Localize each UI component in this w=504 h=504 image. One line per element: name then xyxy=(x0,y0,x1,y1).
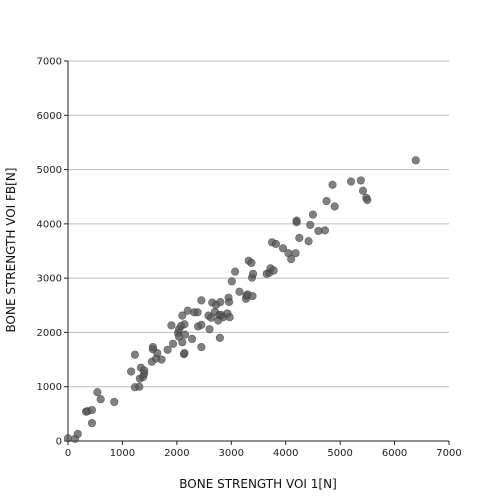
data-point xyxy=(63,434,73,443)
data-point xyxy=(322,196,331,206)
data-points xyxy=(63,156,420,443)
data-point xyxy=(363,195,372,205)
y-tick-label: 1000 xyxy=(37,382,62,393)
x-tick-label: 0 xyxy=(65,448,71,459)
data-point xyxy=(248,291,257,301)
data-point xyxy=(320,226,330,235)
data-point xyxy=(287,255,296,264)
data-point xyxy=(73,429,82,439)
data-point xyxy=(292,216,301,225)
data-point xyxy=(248,269,258,278)
data-point xyxy=(87,405,97,415)
data-point xyxy=(304,237,313,246)
data-point xyxy=(127,367,136,376)
y-axis-label: BONE STRENGTH VOI FB[N] xyxy=(4,168,18,333)
y-tick-label: 0 xyxy=(56,437,62,448)
data-point xyxy=(356,176,365,185)
data-point xyxy=(295,233,304,243)
data-point xyxy=(178,338,187,347)
x-tick-label: 5000 xyxy=(327,448,352,459)
y-tick-label: 3000 xyxy=(37,274,62,285)
x-tick-label: 4000 xyxy=(273,448,298,459)
data-point xyxy=(225,313,234,322)
data-point xyxy=(205,325,214,334)
data-point xyxy=(180,320,189,329)
data-point xyxy=(157,355,166,364)
data-point xyxy=(148,342,158,352)
data-point xyxy=(130,350,140,359)
data-point xyxy=(269,266,278,275)
data-point xyxy=(271,239,281,249)
data-point xyxy=(247,258,256,268)
y-tick-label: 4000 xyxy=(37,219,62,230)
data-point xyxy=(278,244,288,253)
y-tick-label: 6000 xyxy=(37,111,62,122)
data-point xyxy=(193,308,202,317)
grid-lines xyxy=(68,60,449,388)
data-point xyxy=(328,180,337,189)
data-point xyxy=(110,397,119,407)
data-point xyxy=(153,348,162,358)
x-tick-label: 6000 xyxy=(382,448,407,459)
x-tick-label: 7000 xyxy=(436,448,461,459)
data-point xyxy=(216,297,225,307)
data-point xyxy=(227,277,236,286)
data-point xyxy=(215,333,224,342)
data-point xyxy=(197,342,206,352)
data-point xyxy=(306,220,315,230)
data-point xyxy=(230,267,240,276)
data-point xyxy=(235,287,244,296)
x-tick-label: 1000 xyxy=(110,448,135,459)
x-axis-ticks: 0 1000 2000 3000 4000 5000 6000 7000 xyxy=(65,441,462,459)
x-tick-label: 2000 xyxy=(164,448,189,459)
data-point xyxy=(358,186,368,195)
data-point xyxy=(225,297,234,307)
data-point xyxy=(346,177,356,186)
data-point xyxy=(163,345,172,354)
y-axis-ticks: 0 1000 2000 3000 4000 5000 6000 7000 xyxy=(37,57,68,448)
y-tick-label: 2000 xyxy=(37,328,62,339)
y-tick-label: 5000 xyxy=(37,165,62,176)
data-point xyxy=(197,320,206,329)
data-point xyxy=(140,366,149,375)
x-axis-label: BONE STRENGTH VOI 1[N] xyxy=(179,477,337,491)
axes xyxy=(67,61,449,442)
data-point xyxy=(96,395,105,404)
x-tick-label: 3000 xyxy=(219,448,244,459)
data-point xyxy=(180,348,189,358)
data-point xyxy=(207,313,216,322)
data-point xyxy=(93,388,102,397)
data-point xyxy=(178,311,187,320)
y-tick-label: 7000 xyxy=(37,57,62,68)
data-point xyxy=(411,156,420,165)
data-point xyxy=(187,334,197,344)
data-point xyxy=(87,418,97,428)
data-point xyxy=(308,210,318,219)
data-point xyxy=(197,296,206,305)
data-point xyxy=(135,382,144,391)
data-point xyxy=(180,330,190,339)
data-point xyxy=(330,202,339,211)
data-point xyxy=(291,249,300,258)
data-point xyxy=(167,321,176,330)
data-point xyxy=(168,339,178,348)
